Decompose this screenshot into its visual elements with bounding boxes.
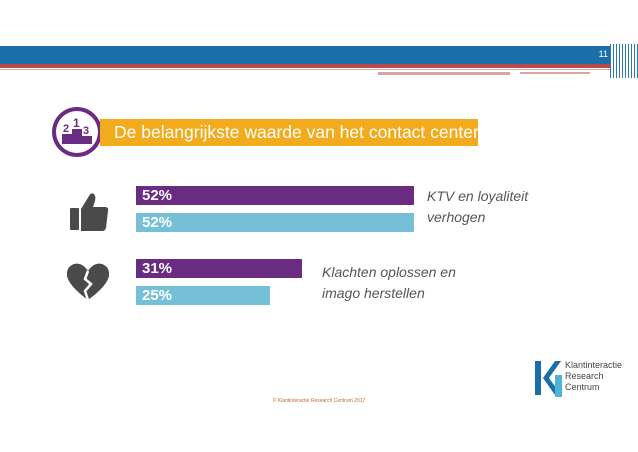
badge-digit: 1 — [73, 116, 80, 130]
badge-digit: 3 — [83, 125, 89, 137]
bar-value-label: 52% — [142, 187, 173, 204]
header-bar — [0, 46, 626, 64]
group-label-line: Klachten oplossen en — [322, 264, 456, 280]
header-thin-line — [0, 69, 626, 70]
bar-value-label: 31% — [142, 260, 173, 277]
logo-line: Centrum — [565, 382, 600, 392]
thumbs-up-icon — [70, 193, 109, 231]
group-label-line: KTV en loyaliteit — [427, 188, 529, 204]
bar-value-label: 52% — [142, 214, 173, 231]
bar-primary: 52% — [136, 186, 414, 205]
broken-heart-icon — [66, 263, 110, 301]
podium-icon: 2 1 3 — [62, 116, 92, 144]
page-title: De belangrijkste waarde van het contact … — [114, 122, 479, 142]
header-stripes — [610, 44, 638, 78]
title-banner — [100, 119, 478, 146]
logo-line: Research — [565, 371, 604, 381]
logo-line: Klantinteractie — [565, 360, 623, 370]
ranking-badge: 2 1 3 — [52, 107, 102, 157]
page-number: 11 — [598, 49, 608, 59]
group-label: Klachten oplossen en imago herstellen — [322, 262, 456, 304]
header-accent-line — [0, 64, 626, 68]
header-decoration — [378, 72, 510, 75]
group-label: KTV en loyaliteit verhogen — [427, 186, 528, 228]
bar-secondary: 25% — [136, 286, 270, 305]
badge-digit: 2 — [63, 123, 69, 135]
bar-secondary: 52% — [136, 213, 414, 232]
group-label-line: imago herstellen — [322, 285, 425, 301]
header-decoration — [520, 72, 590, 74]
bar-value-label: 25% — [142, 287, 173, 304]
logo-text: Klantinteractie Research Centrum — [565, 360, 622, 393]
footer-copyright: © Klantinteractie Research Centrum 2017 — [272, 398, 366, 404]
bar-primary: 31% — [136, 259, 302, 278]
krc-logo — [535, 361, 562, 397]
group-label-line: verhogen — [427, 209, 486, 225]
